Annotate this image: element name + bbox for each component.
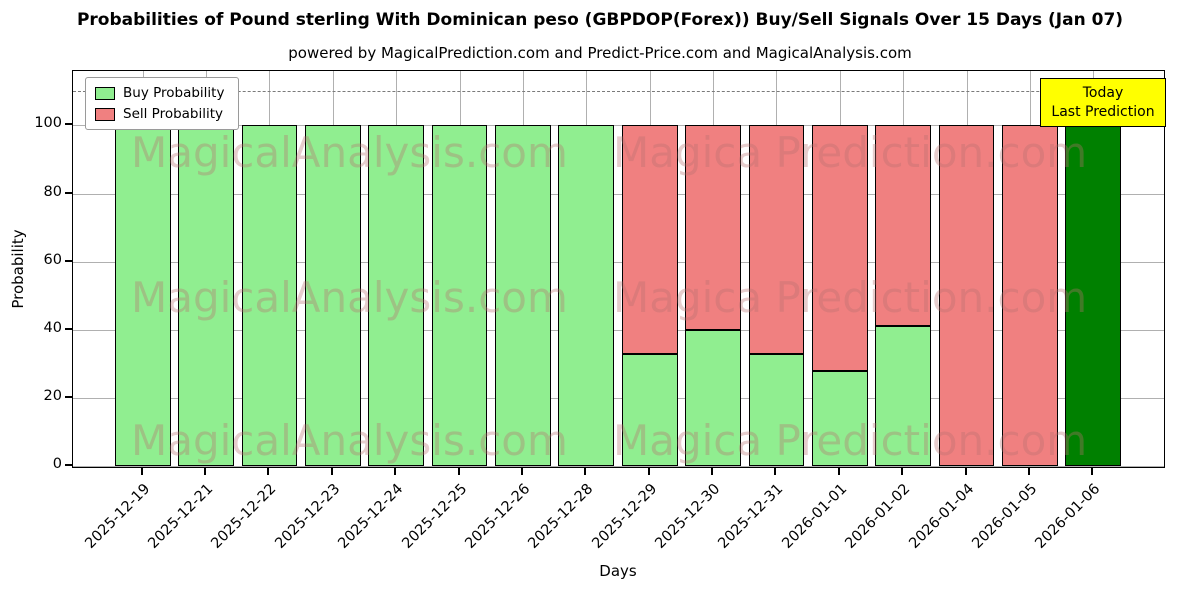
x-tick-mark: [457, 468, 460, 475]
x-tick-label: 2026-01-04: [905, 481, 977, 552]
bar-buy-segment: [748, 353, 805, 466]
x-tick-label: 2025-12-21: [145, 481, 217, 552]
x-tick-label: 2026-01-06: [1032, 481, 1104, 552]
x-tick-label: 2025-12-28: [525, 481, 597, 552]
y-tick-mark: [65, 191, 72, 194]
y-tick-label: 80: [43, 183, 62, 200]
bar-buy-segment: [1065, 125, 1122, 466]
x-tick-mark: [584, 468, 587, 475]
legend-item-buy: Buy Probability: [95, 85, 224, 101]
legend: Buy Probability Sell Probability: [85, 77, 240, 130]
x-tick-mark: [774, 468, 777, 475]
bar-sell-segment: [875, 125, 932, 327]
bar-sell-segment: [621, 125, 678, 354]
chart-title: Probabilities of Pound sterling With Dom…: [76, 10, 1124, 30]
today-last-prediction-box: Today Last Prediction: [1040, 78, 1166, 127]
x-tick-label: 2026-01-01: [779, 481, 851, 552]
x-tick-label: 2026-01-05: [969, 481, 1041, 552]
x-axis-label: Days: [599, 562, 637, 580]
sell-color-swatch-icon: [95, 107, 115, 121]
y-tick-mark: [65, 395, 72, 398]
x-tick-label: 2025-12-31: [715, 481, 787, 552]
legend-label-buy: Buy Probability: [123, 85, 225, 101]
dashed-threshold-line: [73, 91, 1164, 93]
h-gridline: [73, 329, 1164, 331]
x-tick-label: 2025-12-26: [462, 481, 534, 552]
bar-buy-segment: [621, 353, 678, 466]
bar-buy-segment: [495, 125, 551, 466]
h-gridline: [73, 125, 1164, 127]
y-tick-mark: [65, 464, 72, 466]
x-tick-mark: [267, 468, 270, 475]
y-tick-mark: [65, 259, 72, 262]
h-gridline: [73, 466, 1164, 467]
x-tick-label: 2025-12-25: [398, 481, 470, 552]
x-tick-label: 2025-12-19: [82, 481, 154, 552]
x-tick-mark: [901, 468, 904, 475]
bar-buy-segment: [114, 125, 171, 466]
bar-buy-segment: [811, 370, 868, 466]
x-tick-mark: [1091, 468, 1094, 475]
y-axis-label: Probability: [9, 229, 27, 309]
bar-buy-segment: [178, 125, 234, 466]
x-tick-mark: [964, 468, 967, 475]
x-tick-mark: [204, 468, 207, 475]
bar-sell-segment: [938, 125, 995, 466]
y-tick-label: 20: [43, 387, 62, 404]
y-tick-mark: [65, 123, 72, 126]
x-tick-mark: [140, 468, 143, 475]
bar-buy-segment: [875, 326, 932, 466]
y-tick-label: 100: [34, 115, 62, 132]
x-tick-label: 2025-12-30: [652, 481, 724, 552]
bar-sell-segment: [685, 125, 741, 330]
x-tick-mark: [330, 468, 333, 475]
x-tick-label: 2025-12-23: [272, 481, 344, 552]
x-tick-mark: [1027, 468, 1030, 475]
buy-color-swatch-icon: [95, 86, 115, 100]
legend-label-sell: Sell Probability: [123, 106, 224, 122]
x-tick-label: 2026-01-02: [842, 481, 914, 552]
bar-sell-segment: [811, 125, 868, 371]
x-tick-label: 2025-12-24: [335, 481, 407, 552]
bar-sell-segment: [748, 125, 805, 354]
h-gridline: [73, 193, 1164, 195]
bar-buy-segment: [304, 125, 361, 466]
bar-buy-segment: [241, 125, 298, 466]
bar-buy-segment: [431, 125, 488, 466]
x-tick-mark: [520, 468, 523, 475]
y-tick-label: 0: [52, 456, 62, 472]
x-tick-mark: [647, 468, 650, 475]
h-gridline: [73, 397, 1164, 399]
chart-subtitle: powered by MagicalPrediction.com and Pre…: [288, 44, 912, 62]
y-tick-mark: [65, 327, 72, 330]
bar-buy-segment: [558, 125, 615, 466]
h-gridline: [73, 261, 1164, 263]
annotation-line-2: Last Prediction: [1051, 103, 1155, 120]
x-tick-mark: [711, 468, 714, 475]
annotation-line-1: Today: [1082, 84, 1124, 101]
x-tick-label: 2025-12-29: [589, 481, 660, 552]
x-tick-mark: [394, 468, 397, 475]
x-tick-mark: [837, 468, 840, 475]
x-tick-label: 2025-12-22: [208, 481, 280, 552]
bar-buy-segment: [685, 329, 741, 466]
bar-buy-segment: [368, 125, 425, 466]
bar-sell-segment: [1002, 125, 1058, 466]
legend-item-sell: Sell Probability: [95, 106, 224, 122]
